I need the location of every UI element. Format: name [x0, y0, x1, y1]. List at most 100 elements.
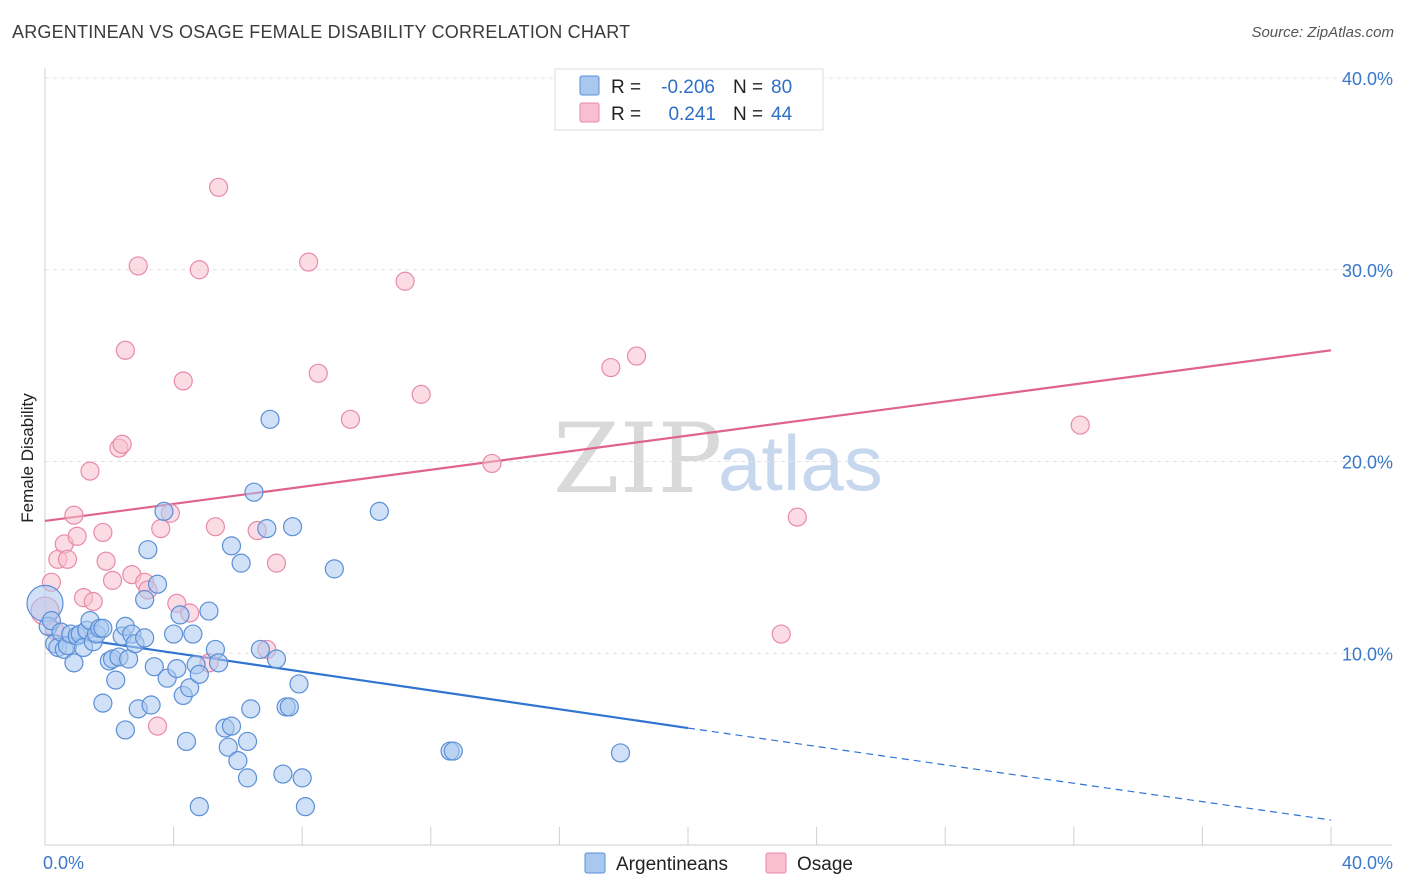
- argentineans-point: [164, 624, 184, 644]
- argentineans-point: [176, 731, 197, 752]
- argentineans-n-value: 80: [771, 77, 792, 98]
- argentineans-point: [218, 737, 238, 757]
- watermark-atlas: atlas: [718, 419, 883, 507]
- argentineans-n-label: N =: [733, 77, 763, 98]
- argentineans-legend-swatch: [579, 75, 600, 96]
- argentineans-point: [241, 699, 261, 719]
- argentineans-point: [279, 697, 299, 717]
- source-credit: Source: ZipAtlas.com: [1251, 24, 1394, 41]
- argentineans-point: [228, 751, 248, 771]
- argentineans-point: [260, 409, 280, 429]
- stats-legend: R = -0.206 N = 80 R = 0.241 N = 44: [554, 68, 824, 131]
- argentineans-point: [209, 653, 229, 673]
- argentineans-r-value: -0.206: [661, 77, 715, 98]
- osage-point: [83, 591, 103, 612]
- osage-point: [411, 384, 431, 404]
- argentineans-trend-extension: [687, 727, 1332, 821]
- osage-point: [67, 526, 87, 546]
- argentineans-point: [189, 664, 209, 684]
- argentineans-point: [250, 639, 271, 660]
- argentineans-point: [295, 797, 316, 817]
- argentineans-point: [237, 768, 258, 788]
- argentineans-point: [93, 618, 113, 638]
- argentineans-point: [183, 624, 203, 644]
- argentineans-point: [144, 657, 164, 677]
- argentineans-point: [610, 743, 631, 763]
- chart-title: ARGENTINEAN VS OSAGE FEMALE DISABILITY C…: [12, 22, 631, 42]
- osage-point: [151, 519, 171, 539]
- osage-point: [173, 371, 193, 391]
- x-tick-label: 0.0%: [43, 853, 84, 873]
- osage-point: [80, 461, 100, 481]
- axes: [44, 68, 1392, 846]
- osage-legend-swatch: [579, 102, 600, 123]
- osage-point: [205, 517, 225, 537]
- osage-point: [1070, 415, 1090, 435]
- argentineans-point: [170, 605, 190, 625]
- osage-legend-label: Osage: [797, 854, 853, 875]
- argentineans-point: [221, 716, 242, 736]
- argentineans-r-label: R =: [611, 77, 641, 98]
- argentineans-point: [106, 670, 126, 690]
- osage-point: [147, 716, 168, 736]
- osage-r-label: R =: [611, 104, 641, 125]
- osage-point: [102, 570, 123, 590]
- argentineans-point: [289, 674, 309, 694]
- osage-n-label: N =: [733, 104, 763, 125]
- argentineans-point: [64, 653, 84, 673]
- y-tick-label: 20.0%: [1342, 453, 1393, 473]
- osage-point: [112, 434, 132, 454]
- argentineans-point: [282, 517, 303, 537]
- argentineans-point: [244, 482, 264, 502]
- osage-point: [96, 551, 116, 571]
- argentineans-point: [135, 628, 155, 648]
- osage-point: [115, 340, 135, 360]
- argentineans-legend-label: Argentineans: [616, 854, 728, 875]
- osage-point: [601, 357, 621, 378]
- osage-r-value: 0.241: [668, 104, 716, 125]
- osage-point: [482, 453, 502, 474]
- osage-point: [308, 363, 328, 383]
- osage-point: [626, 346, 647, 366]
- argentineans-point: [189, 797, 209, 817]
- stats-legend-box: [554, 68, 824, 131]
- argentineans-trend-line: [44, 632, 689, 730]
- argentineans-point: [141, 695, 161, 715]
- argentineans-point: [443, 741, 463, 761]
- y-tick-label: 30.0%: [1342, 261, 1393, 281]
- argentineans-bottom-swatch: [584, 852, 606, 874]
- argentineans-point: [324, 559, 344, 579]
- argentineans-point: [199, 601, 219, 621]
- argentineans-point: [231, 553, 251, 573]
- argentineans-point: [135, 589, 155, 610]
- watermark-zip: ZIP: [553, 403, 722, 515]
- argentineans-point: [237, 731, 258, 752]
- series-legend: Argentineans Osage: [584, 852, 853, 875]
- osage-point: [771, 624, 791, 644]
- osage-point: [299, 252, 319, 272]
- osage-point: [787, 507, 807, 527]
- argentineans-point: [369, 501, 389, 521]
- argentineans-point: [154, 501, 174, 521]
- argentineans-point: [180, 678, 200, 698]
- argentineans-point: [257, 519, 277, 539]
- osage-bottom-swatch: [765, 852, 787, 874]
- argentineans-point: [273, 764, 293, 784]
- y-tick-label: 10.0%: [1342, 644, 1393, 664]
- argentineans-point: [167, 658, 187, 679]
- osage-point: [93, 522, 113, 543]
- osage-point: [209, 177, 229, 197]
- argentineans-point: [266, 649, 287, 669]
- osage-point: [340, 409, 361, 429]
- osage-point: [266, 553, 287, 573]
- osage-point: [57, 549, 78, 569]
- osage-point: [189, 260, 209, 280]
- argentineans-point: [292, 768, 312, 788]
- osage-point: [128, 256, 148, 276]
- argentineans-point: [147, 574, 168, 594]
- y-axis-label: Female Disability: [18, 393, 37, 523]
- argentineans-point: [115, 720, 135, 740]
- osage-point: [64, 505, 84, 525]
- osage-n-value: 44: [771, 104, 793, 125]
